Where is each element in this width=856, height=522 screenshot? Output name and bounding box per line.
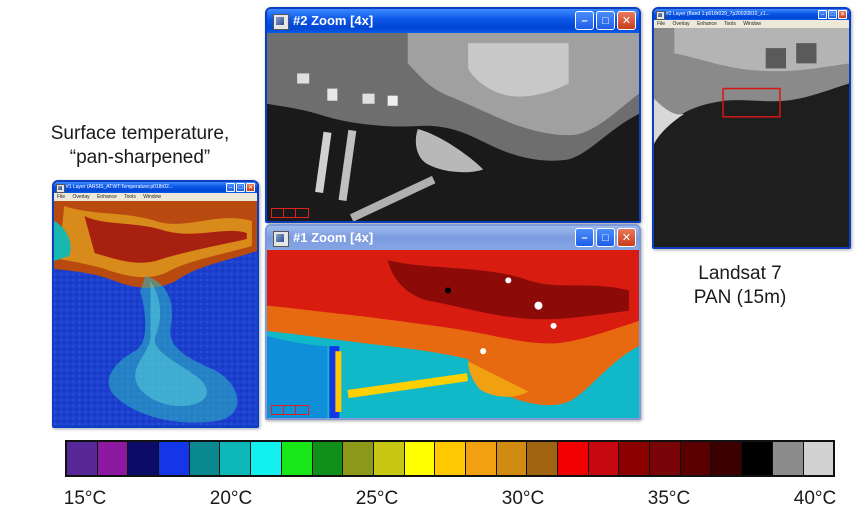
band1-window[interactable]: #2 Layer (Band 1:p018r029_7p20020810_z1.…	[652, 7, 851, 249]
colorbar-swatch-0	[67, 442, 98, 475]
caption-landsat-pan: Landsat 7 PAN (15m)	[693, 263, 787, 308]
menu-window[interactable]: Window	[743, 21, 762, 27]
colorbar-swatch-15	[527, 442, 558, 475]
band1-title: #2 Layer (Band 1:p018r029_7p20020810_z1.…	[666, 11, 770, 17]
colorbar-swatch-16	[558, 442, 589, 475]
temperature-map-image[interactable]	[54, 201, 257, 426]
menu-tools[interactable]: Tools	[724, 21, 736, 27]
layer1-window[interactable]: #1 Layer (ARSIS_ATWT:Temperature:p018r02…	[52, 180, 259, 428]
band1-menubar: File Overlay Enhance Tools Window	[654, 20, 849, 28]
minimize-button[interactable]: –	[575, 11, 594, 30]
zoom2-window[interactable]: #2 Zoom [4x] – □ ✕	[265, 7, 641, 223]
layer1-menubar: File Overlay Enhance Tools Window	[54, 193, 257, 201]
colorbar-swatch-18	[619, 442, 651, 475]
colorbar-swatch-6	[251, 442, 282, 475]
layer1-titlebar[interactable]: #1 Layer (ARSIS_ATWT:Temperature:p018r02…	[54, 182, 257, 193]
colorbar-swatch-19	[650, 442, 681, 475]
zoom-scale-indicator	[271, 208, 309, 218]
close-button[interactable]: ✕	[246, 183, 255, 192]
menu-overlay[interactable]: Overlay	[72, 194, 90, 200]
colorbar-swatch-24	[803, 442, 834, 475]
zoom-scale-indicator	[271, 405, 309, 415]
menu-overlay[interactable]: Overlay	[672, 21, 690, 27]
temperature-zoom-image[interactable]	[267, 250, 639, 418]
close-button[interactable]: ✕	[617, 11, 636, 30]
maximize-button[interactable]: □	[236, 183, 245, 192]
band1-titlebar[interactable]: #2 Layer (Band 1:p018r029_7p20020810_z1.…	[654, 9, 849, 20]
colorbar-tick-label: 15°C	[63, 488, 107, 509]
envi-window-icon	[273, 14, 289, 30]
zoom1-titlebar[interactable]: #1 Zoom [4x] – □ ✕	[267, 226, 639, 250]
zoom2-titlebar[interactable]: #2 Zoom [4x] – □ ✕	[267, 9, 639, 33]
colorbar-swatch-17	[588, 442, 620, 475]
colorbar-tick-label: 30°C	[501, 488, 545, 509]
colorbar-swatch-7	[281, 442, 313, 475]
maximize-button[interactable]: □	[828, 10, 837, 19]
menu-file[interactable]: File	[57, 194, 66, 200]
envi-window-icon	[656, 11, 665, 20]
close-button[interactable]: ✕	[838, 10, 847, 19]
menu-enhance[interactable]: Enhance	[697, 21, 717, 27]
colorbar-swatch-5	[220, 442, 252, 475]
zoom2-title: #2 Zoom [4x]	[293, 13, 374, 28]
envi-window-icon	[273, 231, 289, 247]
zoom1-window[interactable]: #1 Zoom [4x] – □ ✕	[265, 224, 641, 420]
colorbar-swatch-2	[128, 442, 160, 475]
pan-band-image[interactable]	[654, 28, 849, 247]
close-button[interactable]: ✕	[617, 228, 636, 247]
colorbar-swatch-21	[711, 442, 743, 475]
caption-surface-temperature: Surface temperature, “pan-sharpened”	[50, 123, 230, 168]
colorbar-swatch-8	[312, 442, 344, 475]
temperature-colorbar	[65, 440, 835, 477]
menu-tools[interactable]: Tools	[124, 194, 136, 200]
colorbar-swatch-10	[373, 442, 405, 475]
colorbar-swatch-3	[159, 442, 190, 475]
colorbar-tick-label: 35°C	[647, 488, 691, 509]
colorbar-tick-label: 40°C	[793, 488, 837, 509]
colorbar-swatch-12	[435, 442, 466, 475]
colorbar-swatch-1	[97, 442, 129, 475]
maximize-button[interactable]: □	[596, 228, 615, 247]
colorbar-tick-label: 20°C	[209, 488, 253, 509]
menu-enhance[interactable]: Enhance	[97, 194, 117, 200]
minimize-button[interactable]: –	[818, 10, 827, 19]
layer1-title: #1 Layer (ARSIS_ATWT:Temperature:p018r02…	[66, 184, 173, 190]
minimize-button[interactable]: –	[226, 183, 235, 192]
colorbar-swatch-13	[465, 442, 497, 475]
zoom-region-box	[722, 87, 781, 118]
maximize-button[interactable]: □	[596, 11, 615, 30]
zoom1-title: #1 Zoom [4x]	[293, 230, 374, 245]
colorbar-swatch-11	[404, 442, 436, 475]
menu-window[interactable]: Window	[143, 194, 162, 200]
colorbar-swatch-20	[680, 442, 712, 475]
colorbar-swatch-4	[189, 442, 221, 475]
menu-file[interactable]: File	[657, 21, 666, 27]
colorbar-tick-label: 25°C	[355, 488, 399, 509]
pan-zoom-image[interactable]	[267, 33, 639, 221]
colorbar-swatch-23	[772, 442, 804, 475]
colorbar-swatch-9	[343, 442, 374, 475]
colorbar-swatch-22	[742, 442, 773, 475]
minimize-button[interactable]: –	[575, 228, 594, 247]
envi-window-icon	[56, 184, 65, 193]
colorbar-swatch-14	[496, 442, 528, 475]
